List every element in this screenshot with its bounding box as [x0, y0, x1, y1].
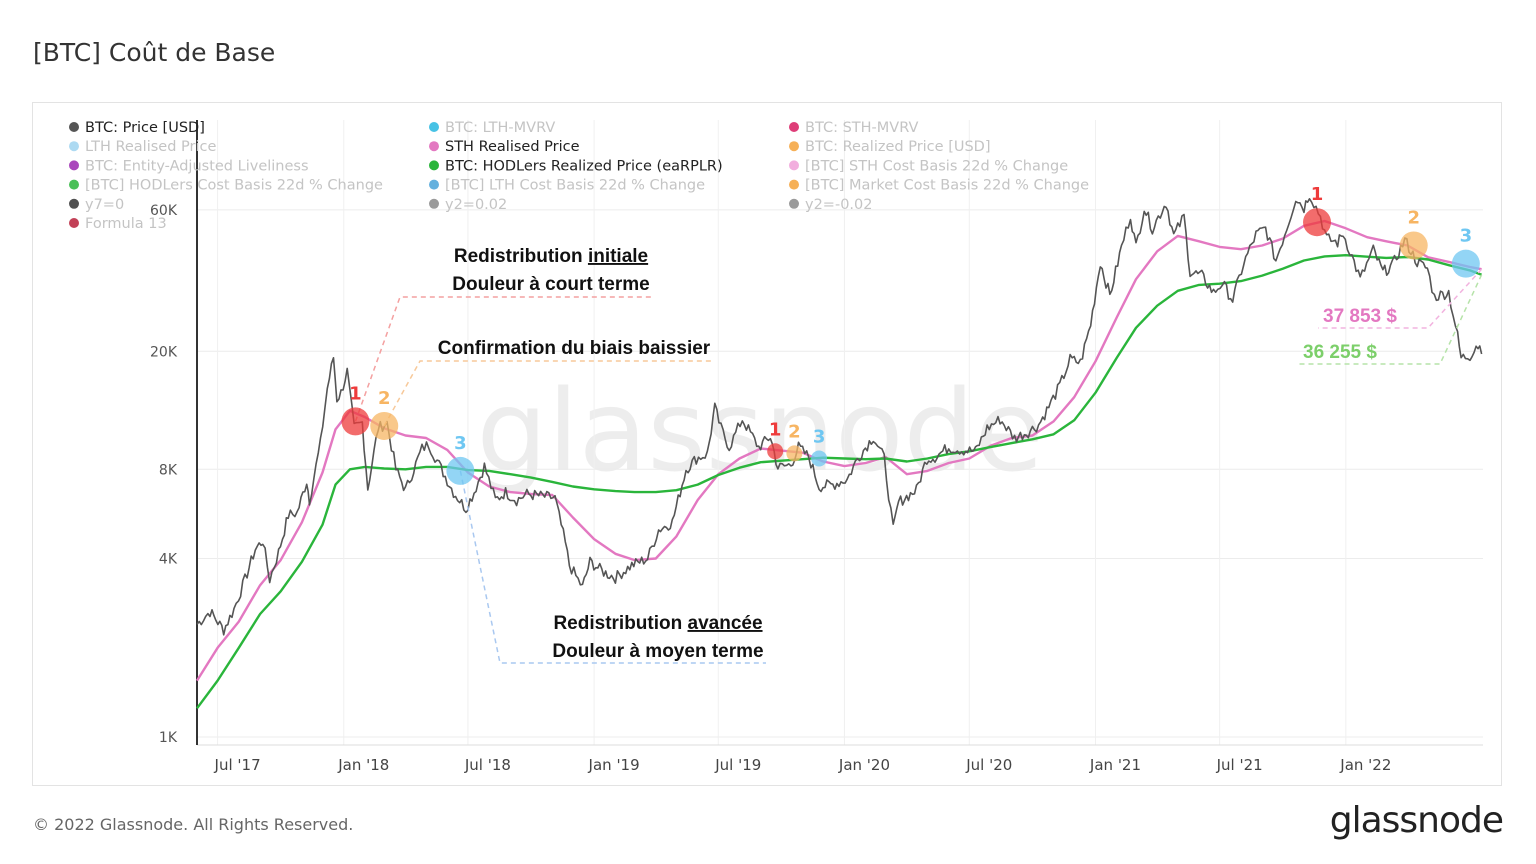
annotation-advanced-line1: Redistribution avancée: [553, 613, 762, 634]
legend-dot: [69, 141, 79, 152]
event-label: 1: [1311, 184, 1324, 205]
legend-label: LTH Realised Price: [85, 139, 216, 155]
x-tick-label: Jul '21: [1216, 756, 1263, 774]
legend-label: BTC: Realized Price [USD]: [805, 139, 990, 155]
leader-initial: [354, 296, 652, 422]
annotation-confirmation: Confirmation du biais baissier: [438, 338, 711, 359]
event-marker-2018-1: [341, 407, 370, 436]
y-tick-label: 1K: [159, 730, 178, 746]
y-tick-label: 8K: [159, 462, 178, 478]
hodl-value-label: 36 255 $: [1303, 342, 1377, 363]
legend-dot: [69, 122, 79, 132]
x-tick-label: Jan '18: [337, 756, 389, 774]
annotation-initial-line2: Douleur à court terme: [452, 274, 649, 295]
annotation-advanced-line2: Douleur à moyen terme: [552, 641, 763, 662]
x-tick-label: Jan '19: [588, 756, 640, 774]
legend-dot: [429, 122, 439, 132]
event-marker-2021-3: [1451, 249, 1480, 278]
brand-logo: glassnode: [1329, 800, 1504, 841]
legend: BTC: Price [USD] LTH Realised Price BTC: E…: [69, 120, 1089, 232]
event-label: 2: [1407, 207, 1420, 228]
legend-label: [BTC] STH Cost Basis 22d % Change: [805, 158, 1068, 174]
x-tick-label: Jan '21: [1089, 756, 1141, 774]
event-label: 2: [378, 388, 391, 409]
legend-label: BTC: STH-MVRV: [805, 120, 918, 136]
event-label: 1: [769, 419, 782, 440]
x-tick-label: Jul '20: [965, 756, 1012, 774]
y-tick-label: 60K: [150, 203, 178, 219]
legend-dot: [789, 179, 799, 190]
legend-dot: [69, 218, 79, 228]
legend-label: BTC: Entity-Adjusted Liveliness: [85, 158, 309, 174]
event-marker-2021-1: [1303, 208, 1332, 237]
legend-label: y2=0.02: [445, 197, 507, 213]
x-tick-label: Jan '22: [1339, 756, 1391, 774]
watermark: glassnode: [476, 367, 1043, 497]
leader-advanced: [459, 470, 766, 664]
series-line-0: [196, 198, 1483, 636]
legend-dot: [789, 122, 799, 132]
x-tick-label: Jan '20: [838, 756, 890, 774]
event-marker-2019-1: [767, 443, 784, 460]
event-marker-2021-2: [1399, 231, 1428, 260]
y-axis-ticks: 1K 4K 8K 20K 60K: [150, 203, 178, 746]
event-marker-2018-2: [370, 411, 399, 440]
y-tick-label: 20K: [150, 344, 178, 360]
event-marker-2019-2: [786, 445, 803, 462]
copyright-footer: © 2022 Glassnode. All Rights Reserved.: [33, 815, 354, 834]
legend-dot: [429, 198, 439, 209]
leader-confirmation: [383, 360, 712, 427]
legend-label: BTC: LTH-MVRV: [445, 120, 555, 136]
series-line-2: [196, 254, 1483, 710]
grid: [197, 120, 1483, 746]
legend-label: [BTC] Market Cost Basis 22d % Change: [805, 178, 1089, 194]
chart-frame: [32, 102, 1502, 786]
legend-label: BTC: HODLers Realized Price (eaRPLR): [445, 158, 723, 174]
y-tick-label: 4K: [159, 552, 178, 568]
legend-dot: [789, 141, 799, 152]
legend-dot: [69, 198, 79, 209]
legend-label: BTC: Price [USD]: [85, 120, 205, 136]
event-marker-2019-3: [811, 450, 828, 467]
event-label: 2: [788, 421, 801, 442]
x-tick-label: Jul '17: [214, 756, 261, 774]
legend-label: [BTC] LTH Cost Basis 22d % Change: [445, 178, 705, 194]
legend-label: STH Realised Price: [445, 139, 580, 155]
event-label: 3: [1460, 226, 1473, 247]
legend-dot: [69, 179, 79, 190]
x-tick-label: Jul '18: [464, 756, 511, 774]
x-tick-label: Jul '19: [714, 756, 761, 774]
legend-dot: [429, 179, 439, 190]
legend-label: y7=0: [85, 197, 124, 213]
legend-label: Formula 13: [85, 216, 167, 232]
event-label: 1: [349, 383, 362, 404]
legend-dot: [69, 160, 79, 171]
legend-dot: [789, 198, 799, 209]
page-title: [BTC] Coût de Base: [33, 38, 276, 67]
event-label: 3: [454, 433, 467, 454]
annotation-leaders: [354, 268, 1483, 664]
legend-label: y2=-0.02: [805, 197, 872, 213]
legend-dot: [789, 160, 799, 171]
sth-value-label: 37 853 $: [1323, 306, 1397, 327]
event-marker-2018-3: [446, 456, 475, 485]
legend-label: [BTC] HODLers Cost Basis 22d % Change: [85, 178, 383, 194]
annotation-initial-line1: Redistribution initiale: [454, 246, 648, 267]
x-axis-ticks: Jul '17 Jan '18 Jul '18 Jan '19 Jul '19 Jan '…: [214, 756, 1392, 774]
legend-dot: [429, 141, 439, 152]
event-label: 3: [813, 426, 826, 447]
legend-dot: [429, 160, 439, 171]
